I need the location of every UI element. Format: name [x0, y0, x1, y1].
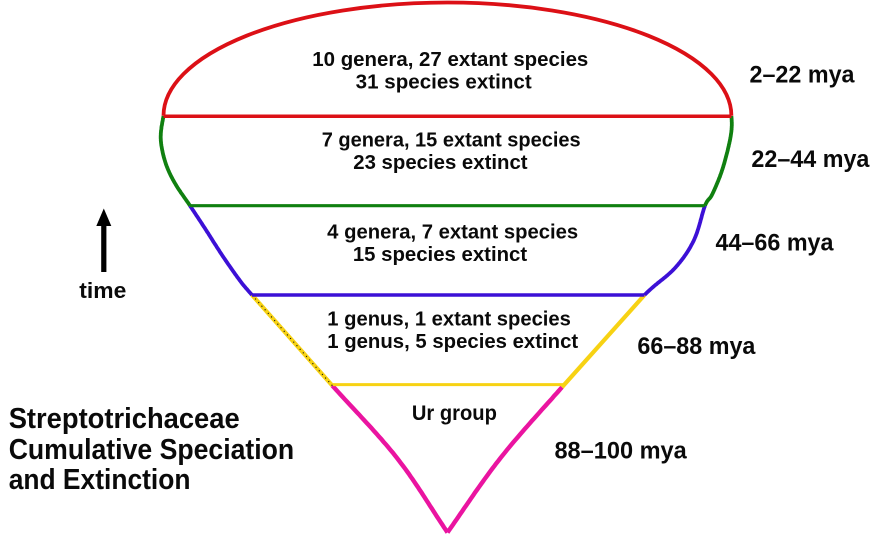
svg-text:4 genera, 7 extant species: 4 genera, 7 extant species	[327, 221, 578, 243]
svg-text:time: time	[79, 278, 126, 303]
svg-text:1 genus, 1 extant species: 1 genus, 1 extant species	[327, 308, 571, 330]
svg-text:Ur group: Ur group	[412, 402, 497, 425]
svg-text:66–88 mya: 66–88 mya	[637, 333, 756, 360]
svg-text:1 genus, 5 species extinct: 1 genus, 5 species extinct	[327, 331, 578, 353]
svg-text:7 genera, 15 extant species: 7 genera, 15 extant species	[322, 130, 581, 152]
svg-text:10 genera, 27 extant species: 10 genera, 27 extant species	[312, 49, 588, 71]
svg-text:Streptotrichaceae: Streptotrichaceae	[9, 403, 240, 435]
svg-text:2–22 mya: 2–22 mya	[750, 62, 856, 89]
svg-text:88–100 mya: 88–100 mya	[554, 437, 687, 464]
svg-text:15 species extinct: 15 species extinct	[353, 244, 528, 266]
svg-text:23 species extinct: 23 species extinct	[353, 152, 528, 174]
svg-text:44–66 mya: 44–66 mya	[716, 230, 835, 257]
svg-text:Cumulative Speciation: Cumulative Speciation	[9, 434, 295, 466]
svg-text:22–44 mya: 22–44 mya	[751, 146, 870, 173]
svg-text:and Extinction: and Extinction	[9, 464, 191, 496]
svg-text:31 species extinct: 31 species extinct	[356, 72, 532, 94]
